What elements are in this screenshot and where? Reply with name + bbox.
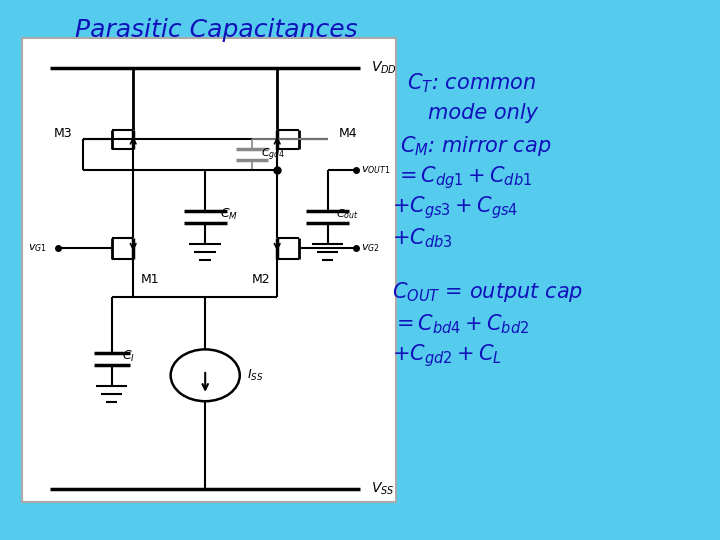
- Text: $V_{DD}$: $V_{DD}$: [371, 59, 397, 76]
- Text: $C_M$: mirror cap: $C_M$: mirror cap: [400, 134, 551, 158]
- Text: $+ C_{gd2} + C_L$: $+ C_{gd2} + C_L$: [392, 342, 503, 369]
- Text: $v_{G2}$: $v_{G2}$: [361, 242, 380, 254]
- Text: $C_{OUT}$ = output cap: $C_{OUT}$ = output cap: [392, 280, 583, 303]
- Text: $C_{out}$: $C_{out}$: [336, 207, 359, 221]
- Text: M2: M2: [251, 273, 270, 286]
- Text: $C_{gd4}$: $C_{gd4}$: [261, 146, 285, 163]
- Text: $v_{OUT1}$: $v_{OUT1}$: [361, 164, 391, 176]
- Text: M1: M1: [140, 273, 159, 286]
- Text: $= C_{bd4} + C_{bd2}$: $= C_{bd4} + C_{bd2}$: [392, 312, 530, 336]
- Text: M4: M4: [338, 127, 357, 140]
- Text: $+ C_{db3}$: $+ C_{db3}$: [392, 227, 453, 251]
- Text: $C_T$: common: $C_T$: common: [407, 72, 536, 96]
- Text: $I_{SS}$: $I_{SS}$: [247, 368, 264, 383]
- Text: $C_I$: $C_I$: [122, 349, 135, 364]
- Text: mode only: mode only: [428, 103, 539, 124]
- Text: M3: M3: [53, 127, 72, 140]
- Text: $C_M$: $C_M$: [220, 207, 238, 222]
- Text: $+ C_{gs3} + C_{gs4}$: $+ C_{gs3} + C_{gs4}$: [392, 194, 518, 221]
- Text: $v_{G1}$: $v_{G1}$: [28, 242, 47, 254]
- Text: $V_{SS}$: $V_{SS}$: [371, 481, 395, 497]
- Text: $= C_{dg1} + C_{db1}$: $= C_{dg1} + C_{db1}$: [395, 164, 532, 191]
- Text: Parasitic Capacitances: Parasitic Capacitances: [75, 18, 357, 42]
- Bar: [22, 38, 396, 502]
